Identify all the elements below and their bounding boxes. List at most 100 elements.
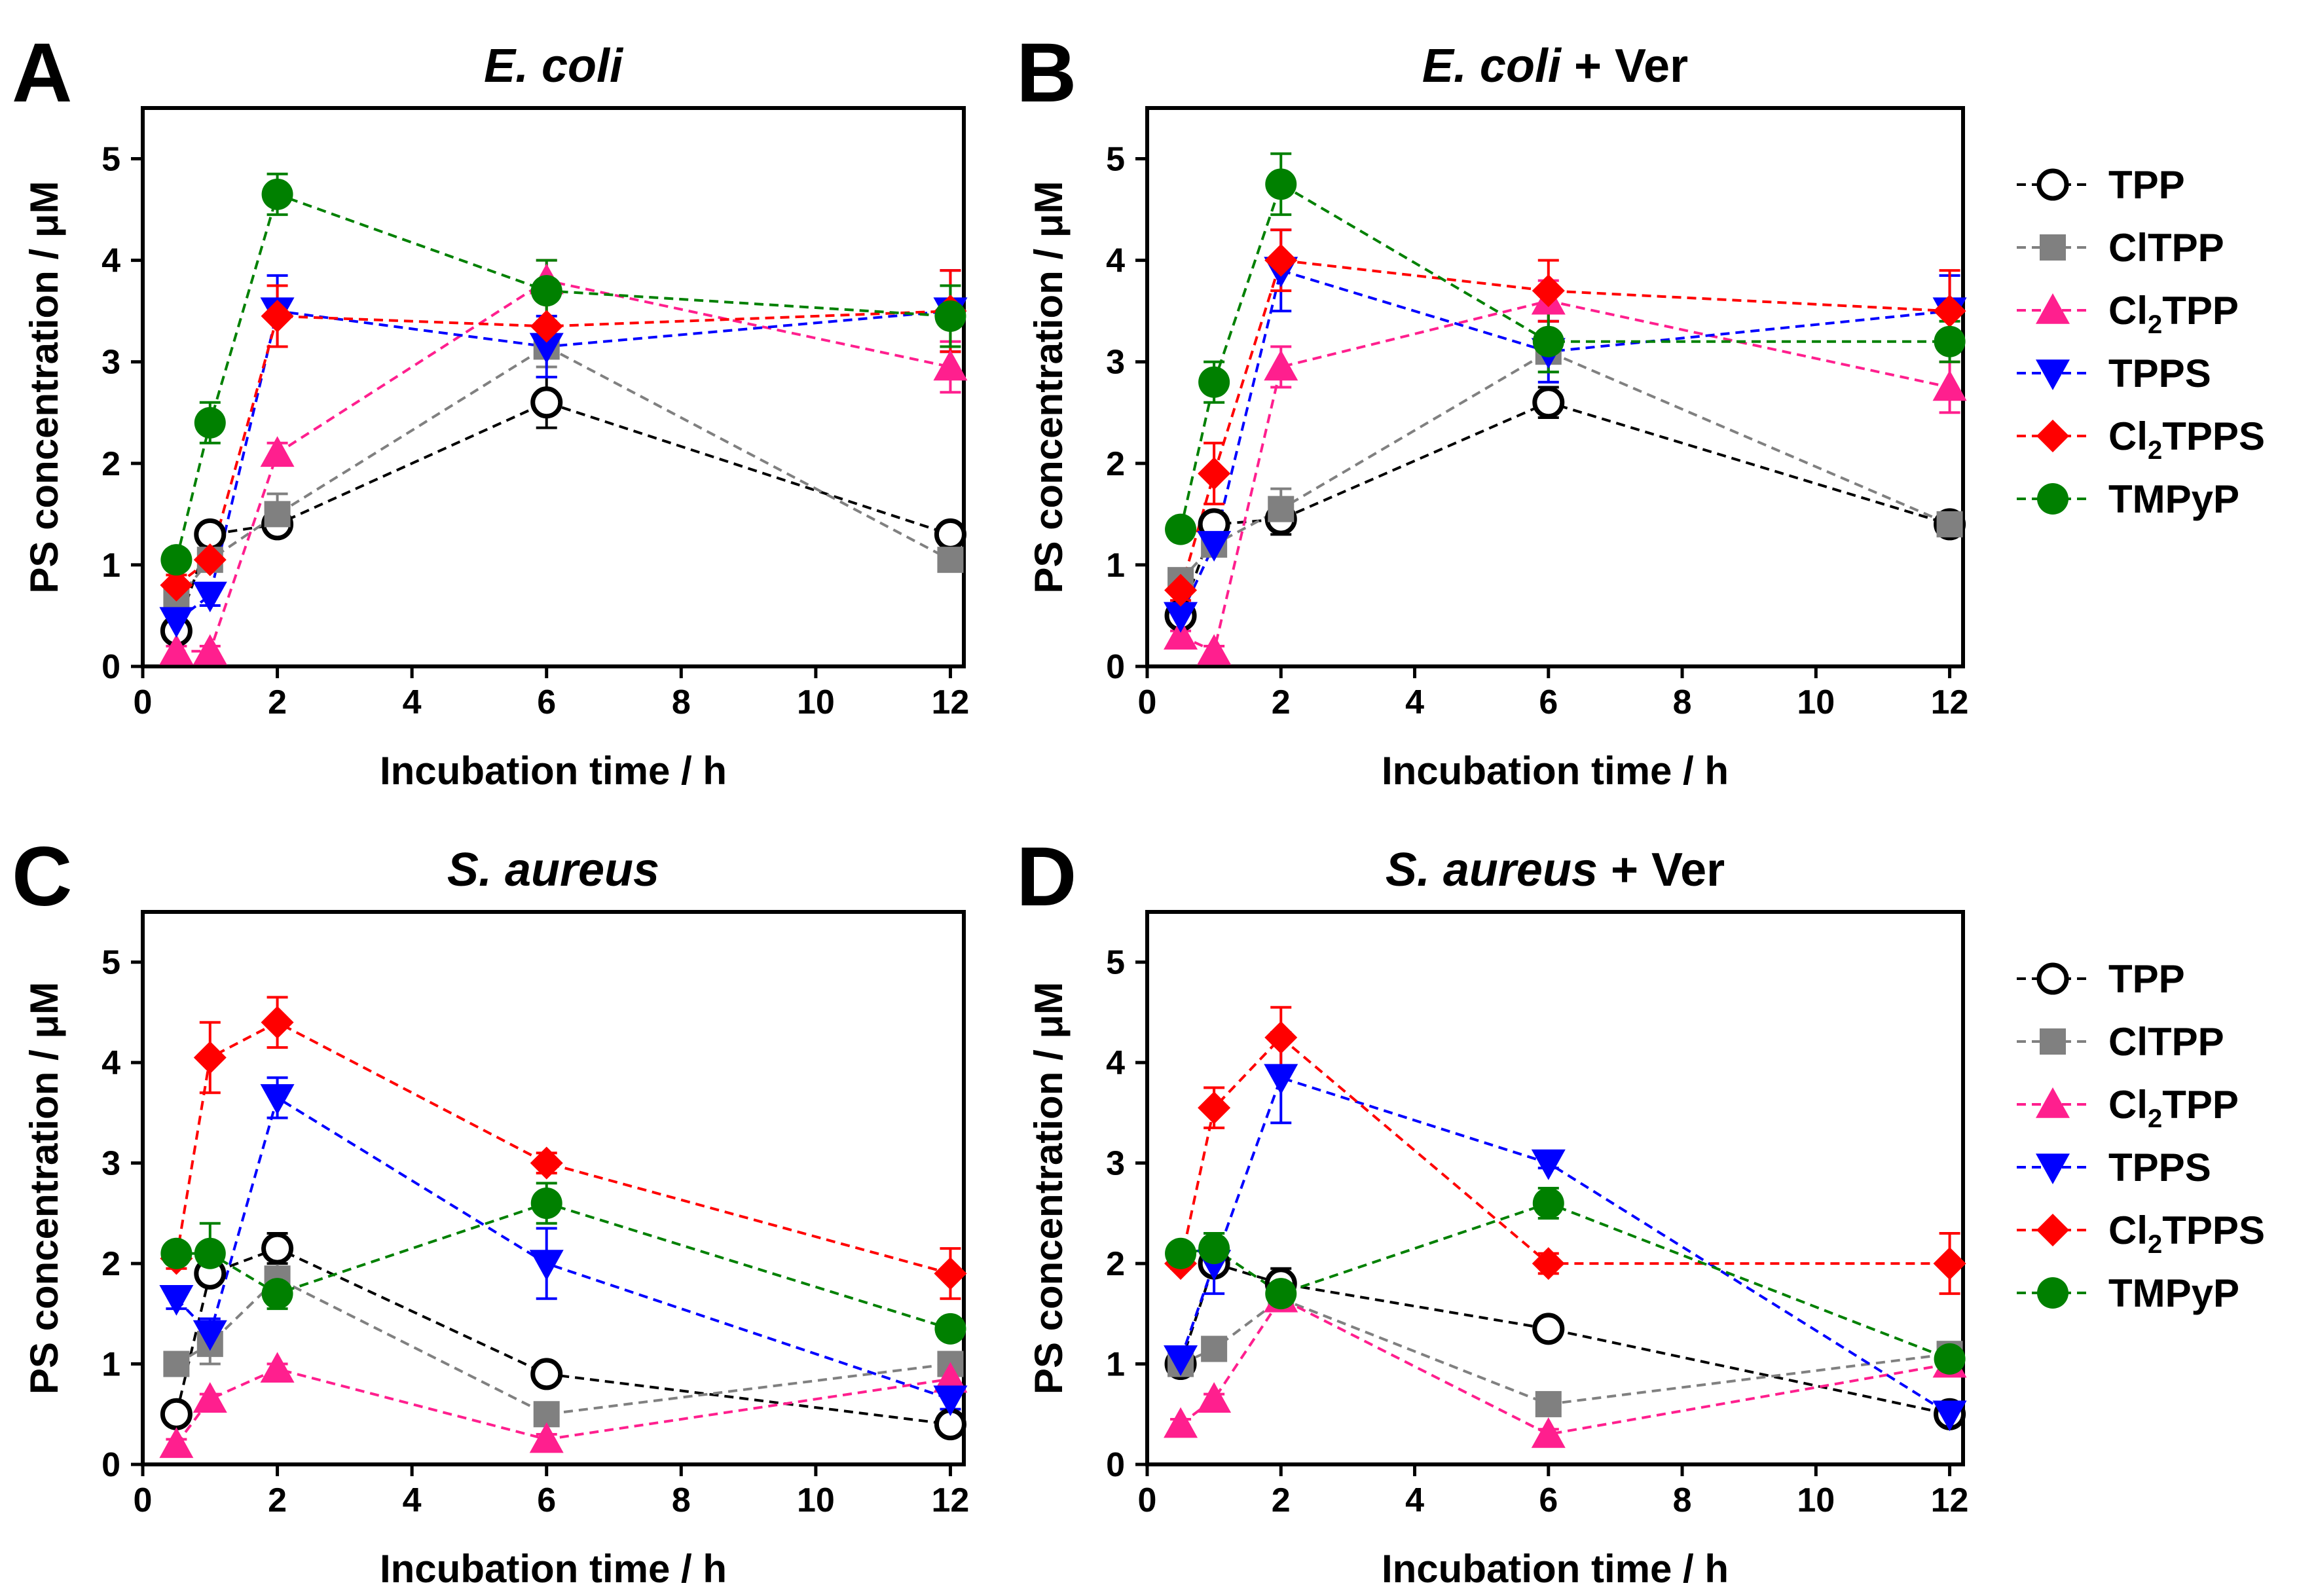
x-tick-label: 10 xyxy=(797,1481,835,1519)
series-line-tpps xyxy=(1179,268,1950,617)
x-tick-label: 2 xyxy=(1272,1481,1291,1519)
data-point-tpps xyxy=(193,581,227,613)
data-point-tmpyp xyxy=(1934,1343,1966,1375)
data-point-tpp xyxy=(1532,386,1565,419)
data-point-cl2tpps xyxy=(1198,1091,1231,1125)
data-point-cl2tpps xyxy=(160,568,193,602)
data-point-cl2tpp xyxy=(1164,619,1198,650)
legend-label: Cl2TPP xyxy=(2108,1083,2239,1133)
panel-title: E. coli + Ver xyxy=(1422,40,1688,92)
legend-item-tmpyp: TMPyP xyxy=(2017,477,2239,521)
data-point-cl2tpp xyxy=(1932,370,1967,401)
panel-title: E. coli xyxy=(484,40,624,92)
x-tick-label: 4 xyxy=(403,683,422,721)
series-line-cl2tpp xyxy=(175,1368,951,1445)
data-point-cl2tpps xyxy=(261,299,294,333)
data-point-cl2tpps xyxy=(193,543,227,577)
data-point-tpps xyxy=(1197,531,1232,562)
y-tick-label: 3 xyxy=(1106,344,1125,382)
y-axis-title: PS concentration / μM xyxy=(1027,181,1071,593)
legend-item-cl2tpp: Cl2TPP xyxy=(2017,289,2239,339)
data-point-cltpp xyxy=(163,1351,190,1377)
data-point-tpp xyxy=(160,1398,193,1430)
data-point-cl2tpp xyxy=(1197,1382,1232,1413)
x-axis-title: Incubation time / h xyxy=(1382,1547,1729,1591)
y-tick-label: 1 xyxy=(101,547,120,585)
x-tick-label: 12 xyxy=(1931,1481,1969,1519)
series-line-tmpyp xyxy=(176,1201,951,1330)
data-point-cltpp xyxy=(1201,1335,1228,1362)
data-point-cl2tpps xyxy=(193,1041,227,1074)
legend-marker xyxy=(2036,1087,2070,1118)
x-tick-label: 0 xyxy=(1138,1481,1157,1519)
data-point-tpp xyxy=(261,1232,294,1265)
x-tick-label: 6 xyxy=(1539,1481,1558,1519)
x-tick-label: 10 xyxy=(797,683,835,721)
plot-frame xyxy=(141,910,966,1466)
y-tick-label: 4 xyxy=(101,1044,120,1082)
x-tick-label: 8 xyxy=(672,683,691,721)
data-point-cl2tpp xyxy=(159,634,194,665)
data-point-tpps xyxy=(1932,1400,1967,1432)
data-point-tpps xyxy=(193,1320,227,1351)
data-point-tpp xyxy=(530,386,563,419)
data-point-tmpyp xyxy=(530,1188,562,1220)
legend-label: TMPyP xyxy=(2108,477,2239,521)
x-tick-label: 6 xyxy=(537,1481,556,1519)
data-point-tpps xyxy=(529,1250,564,1281)
data-point-tmpyp xyxy=(1165,1237,1197,1269)
data-point-tpps xyxy=(1531,1149,1566,1180)
data-point-cl2tpps xyxy=(261,1006,294,1039)
y-tick-label: 2 xyxy=(101,1245,120,1283)
series-line-cltpp xyxy=(175,345,951,602)
legend-item-tmpyp: TMPyP xyxy=(2017,1271,2239,1315)
data-point-cl2tpp xyxy=(1531,1417,1566,1448)
legend-label: TPP xyxy=(2108,957,2185,1001)
y-tick-label: 0 xyxy=(101,1446,120,1484)
legend-item-cl2tpp: Cl2TPP xyxy=(2017,1083,2239,1133)
y-tick-label: 3 xyxy=(1106,1145,1125,1183)
x-axis-title: Incubation time / h xyxy=(380,749,727,793)
data-point-cl2tpps xyxy=(1264,1021,1298,1054)
data-point-cl2tpp xyxy=(933,1362,968,1393)
data-point-cl2tpps xyxy=(1264,244,1298,277)
data-point-cl2tpps xyxy=(1933,1247,1966,1280)
data-point-cl2tpp xyxy=(1164,1407,1198,1438)
series-line-cl2tpps xyxy=(175,1021,951,1275)
legend-label: Cl2TPPS xyxy=(2108,1208,2265,1259)
legend-marker xyxy=(2040,1028,2066,1055)
y-axis-title: PS concentration / μM xyxy=(22,181,66,593)
series-line-tpp xyxy=(175,401,951,632)
data-point-cltpp xyxy=(1268,496,1295,522)
data-point-tmpyp xyxy=(160,1237,193,1269)
x-tick-label: 12 xyxy=(1931,683,1969,721)
data-point-tpps xyxy=(260,1084,295,1115)
data-point-tpp xyxy=(1532,1313,1565,1345)
x-tick-label: 2 xyxy=(1272,683,1291,721)
x-tick-label: 4 xyxy=(1405,683,1424,721)
series-line-cl2tpps xyxy=(1179,1036,1950,1265)
legend-item-tpps: TPPS xyxy=(2017,352,2211,395)
data-point-cl2tpps xyxy=(1198,457,1231,490)
x-tick-label: 6 xyxy=(537,683,556,721)
y-tick-label: 0 xyxy=(1106,1446,1125,1484)
data-point-tmpyp xyxy=(160,544,193,576)
data-point-tmpyp xyxy=(530,275,562,307)
y-tick-label: 4 xyxy=(1106,242,1125,280)
x-tick-label: 8 xyxy=(1673,1481,1692,1519)
series-line-cltpp xyxy=(1179,350,1951,581)
series-line-tpps xyxy=(1179,1076,1951,1415)
x-axis-title: Incubation time / h xyxy=(380,1547,727,1591)
legend-marker xyxy=(2040,234,2066,261)
data-point-cl2tpps xyxy=(1532,274,1565,308)
x-tick-label: 2 xyxy=(268,683,287,721)
legend-marker xyxy=(2036,420,2069,452)
data-point-cl2tpp xyxy=(159,1427,194,1459)
data-point-tmpyp xyxy=(194,1237,226,1269)
legend-label: TMPyP xyxy=(2108,1271,2239,1315)
y-tick-label: 5 xyxy=(1106,944,1125,982)
